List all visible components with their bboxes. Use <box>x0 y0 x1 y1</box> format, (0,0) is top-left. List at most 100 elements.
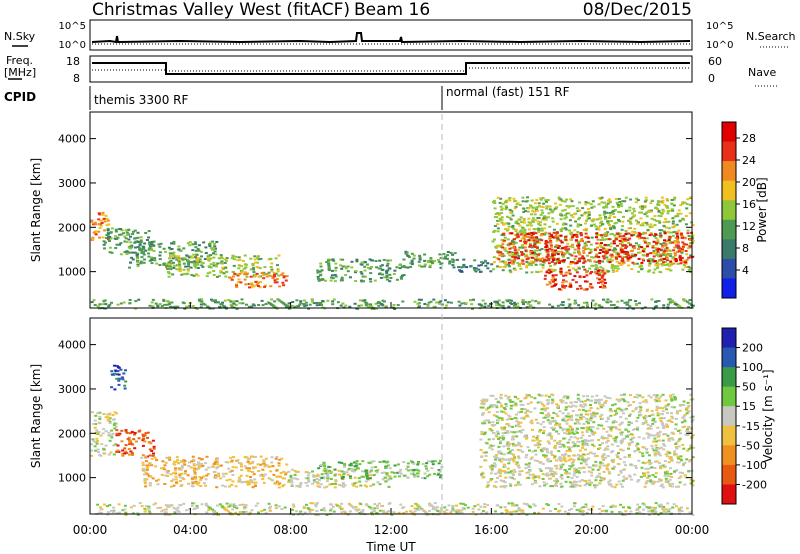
power-cell <box>660 253 664 256</box>
power-cell <box>142 251 145 254</box>
power-cell <box>677 209 681 212</box>
power-cell <box>532 220 535 223</box>
power-cell <box>616 253 620 256</box>
power-cell <box>524 235 528 238</box>
velocity-cell <box>635 420 639 423</box>
power-cell <box>511 254 515 257</box>
velocity-cell <box>94 441 98 444</box>
power-cell <box>209 263 213 266</box>
power-cell <box>601 286 605 289</box>
velocity-cell <box>282 484 286 486</box>
velocity-cell <box>644 467 648 470</box>
velocity-cell <box>608 397 612 400</box>
power-cell <box>650 233 653 236</box>
power-cell <box>150 259 154 261</box>
power-cell <box>569 198 573 201</box>
power-cell <box>287 302 291 305</box>
power-cell <box>550 245 553 248</box>
velocity-cell <box>673 470 676 473</box>
velocity-cell <box>665 424 669 427</box>
power-cell <box>500 212 504 215</box>
power-cell <box>553 263 557 266</box>
velocity-cell <box>691 479 695 482</box>
power-cell <box>158 264 162 266</box>
power-cell <box>655 219 659 222</box>
velocity-cell <box>428 473 432 476</box>
velocity-cell <box>264 464 268 467</box>
velocity-cell <box>277 464 281 467</box>
velocity-cell <box>638 451 642 454</box>
power-cell <box>547 241 551 244</box>
velocity-cell <box>248 462 252 465</box>
velocity-cell <box>479 448 483 451</box>
velocity-cell <box>559 443 563 446</box>
power-cell <box>576 225 580 228</box>
power-cell <box>508 247 512 250</box>
velocity-cell <box>498 450 501 453</box>
power-cell <box>519 229 523 232</box>
power-cell <box>678 219 682 222</box>
power-cell <box>545 271 549 274</box>
velocity-cell <box>172 472 176 475</box>
velocity-cell <box>365 472 369 475</box>
velocity-cell <box>312 475 316 478</box>
power-cell <box>629 250 633 253</box>
power-cell <box>523 240 527 243</box>
velocity-cell <box>328 483 332 486</box>
power-cell <box>685 243 689 246</box>
velocity-cell <box>530 456 534 459</box>
power-cell <box>494 213 498 215</box>
velocity-cell <box>670 415 674 418</box>
velocity-cell <box>623 456 627 459</box>
velocity-cell <box>150 464 154 467</box>
power-cell <box>541 211 545 214</box>
power-cell <box>129 261 132 264</box>
power-cell <box>187 265 190 268</box>
velocity-cell <box>504 394 508 397</box>
velocity-cell <box>547 401 551 404</box>
power-cell <box>437 259 440 261</box>
velocity-cell <box>540 394 544 397</box>
velocity-cell <box>359 484 363 487</box>
velocity-cell <box>664 453 668 456</box>
power-cell <box>652 255 656 258</box>
power-cell <box>536 257 540 260</box>
velocity-cell <box>646 476 650 479</box>
power-cell <box>633 227 637 230</box>
velocity-cell <box>384 465 388 468</box>
velocity-cell <box>320 477 324 479</box>
velocity-cell <box>601 442 605 445</box>
power-cell <box>685 259 689 261</box>
power-cell <box>650 225 654 228</box>
power-cell <box>612 242 616 245</box>
velocity-cell <box>668 457 672 460</box>
power-cell <box>167 275 171 278</box>
freq-tick-bottom: 8 <box>73 72 80 85</box>
velocity-cell <box>691 418 695 421</box>
power-cell <box>648 258 652 261</box>
power-cell <box>561 301 565 304</box>
power-cell <box>501 243 505 246</box>
power-cell <box>585 303 589 306</box>
velocity-cell <box>568 446 572 449</box>
power-cell <box>533 213 537 216</box>
power-cell <box>106 227 110 230</box>
velocity-cell <box>175 481 179 484</box>
power-cell <box>191 256 194 259</box>
velocity-cell <box>678 481 682 484</box>
velocity-cell <box>512 468 516 471</box>
power-cell <box>546 253 550 256</box>
power-cell <box>275 278 279 281</box>
velocity-cell <box>561 419 565 421</box>
velocity-cell <box>655 440 659 443</box>
power-cell <box>581 207 585 210</box>
velocity-cell <box>601 417 604 420</box>
power-cell <box>562 274 566 277</box>
velocity-cell <box>595 454 599 457</box>
velocity-cell <box>542 416 545 419</box>
velocity-cell <box>166 475 170 477</box>
velocity-cell <box>403 474 407 477</box>
velocity-cell <box>684 476 688 479</box>
velocity-cell <box>525 395 529 398</box>
power-cell <box>688 302 692 305</box>
